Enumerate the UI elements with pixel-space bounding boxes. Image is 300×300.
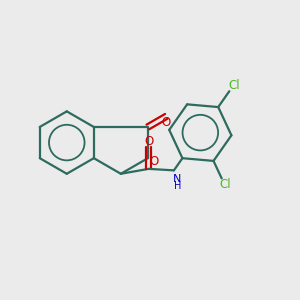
Text: Cl: Cl [228,80,240,92]
Text: Cl: Cl [219,178,231,191]
Text: O: O [144,135,153,148]
Text: O: O [149,155,158,168]
Text: H: H [174,181,181,191]
Text: N: N [173,174,182,184]
Text: O: O [162,116,171,129]
